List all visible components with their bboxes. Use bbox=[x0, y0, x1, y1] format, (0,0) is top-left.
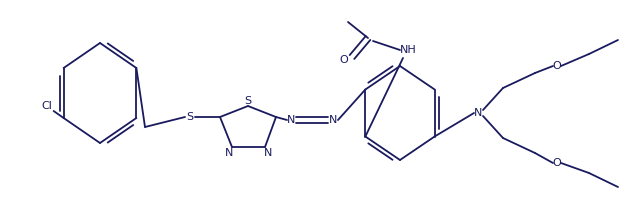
Text: Cl: Cl bbox=[41, 101, 52, 111]
Text: NH: NH bbox=[399, 45, 417, 55]
Text: S: S bbox=[245, 96, 252, 106]
Text: O: O bbox=[553, 158, 561, 168]
Text: N: N bbox=[474, 108, 482, 118]
Text: N: N bbox=[264, 148, 272, 158]
Text: N: N bbox=[329, 115, 337, 125]
Text: O: O bbox=[340, 55, 348, 65]
Text: N: N bbox=[225, 148, 233, 158]
Text: S: S bbox=[187, 112, 194, 122]
Text: O: O bbox=[553, 61, 561, 71]
Text: N: N bbox=[287, 115, 295, 125]
